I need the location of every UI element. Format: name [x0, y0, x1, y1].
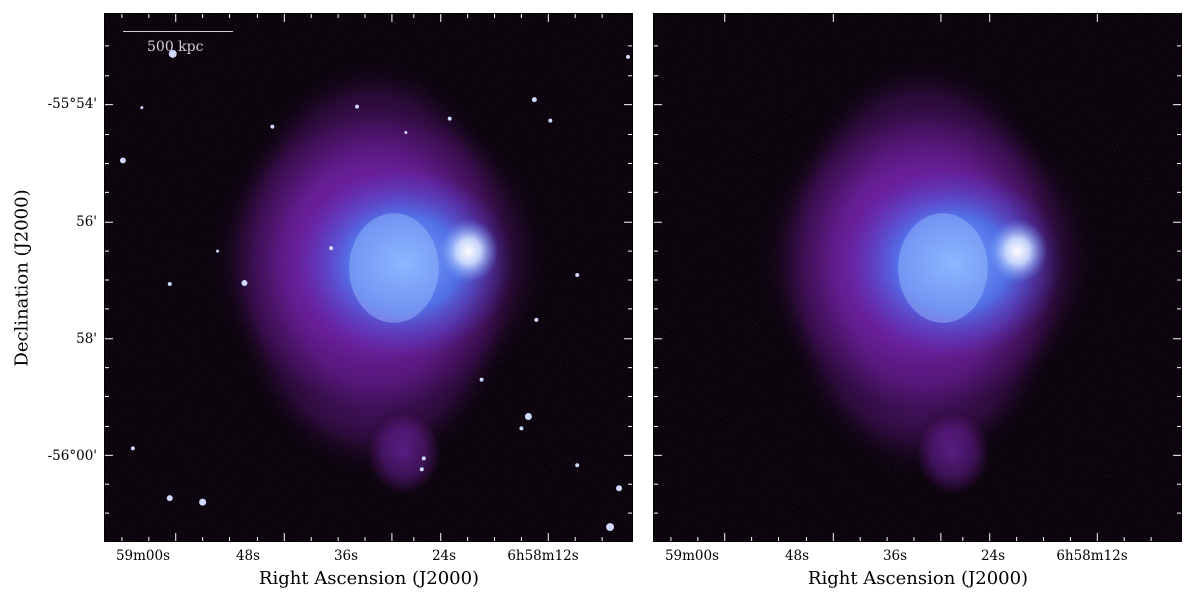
x-tick-label: 48s	[235, 548, 261, 564]
x-tick-label: 24s	[431, 548, 457, 564]
left-tick-marks	[105, 14, 632, 541]
x-tick-label: 6h58m12s	[507, 548, 579, 564]
scale-bar	[123, 31, 233, 32]
x-tick-label: 59m00s	[115, 548, 171, 564]
left-image-panel: 500 kpc	[104, 13, 633, 542]
x-tick-label: 24s	[980, 548, 1006, 564]
right-xray-image	[654, 14, 1181, 541]
x-axis-label: Right Ascension (J2000)	[258, 568, 480, 589]
right-image-panel	[653, 13, 1182, 542]
x-tick-label: 36s	[333, 548, 359, 564]
y-tick-label: 58'	[76, 331, 97, 347]
x-tick-label: 59m00s	[664, 548, 720, 564]
y-tick-label: -56°00'	[47, 448, 97, 464]
y-tick-label: 56'	[76, 214, 97, 230]
x-tick-label: 36s	[882, 548, 908, 564]
right-tick-marks	[654, 14, 1181, 541]
x-axis-label: Right Ascension (J2000)	[807, 568, 1029, 589]
x-tick-label: 48s	[784, 548, 810, 564]
left-xray-image	[105, 14, 632, 541]
y-tick-label: -55°54'	[47, 96, 97, 112]
scale-bar-label: 500 kpc	[147, 39, 204, 55]
x-tick-label: 6h58m12s	[1056, 548, 1128, 564]
